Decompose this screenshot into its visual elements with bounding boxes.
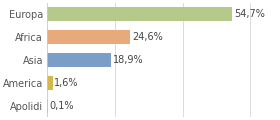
Bar — [47, 76, 53, 90]
Bar — [47, 30, 130, 44]
Text: 1,6%: 1,6% — [54, 78, 79, 88]
Text: 54,7%: 54,7% — [234, 9, 265, 19]
Bar — [47, 7, 232, 21]
Bar — [47, 53, 111, 67]
Text: 18,9%: 18,9% — [113, 55, 143, 65]
Text: 24,6%: 24,6% — [132, 32, 163, 42]
Text: 0,1%: 0,1% — [49, 101, 74, 111]
Bar — [47, 99, 48, 113]
